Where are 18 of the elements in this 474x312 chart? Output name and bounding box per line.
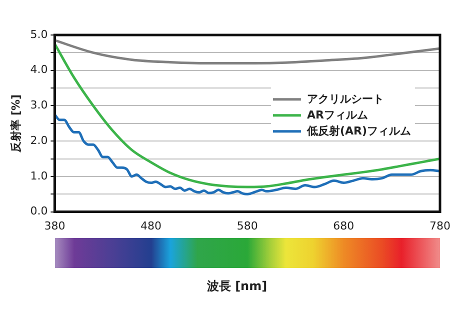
y-tick-label: 5.0: [30, 28, 48, 41]
line-series: [54, 39, 440, 65]
x-tick-label: 580: [236, 219, 258, 232]
x-tick-label: 480: [140, 219, 162, 232]
legend-label: ARフィルム: [306, 108, 368, 122]
y-tick-label: 4.0: [30, 63, 48, 76]
y-tick-label: 1.0: [30, 169, 48, 182]
legend-label: アクリルシート: [306, 92, 384, 106]
line-series: [54, 42, 440, 188]
y-axis-title: 反射率 [%]: [9, 94, 22, 154]
legend-label: 低反射(AR)フィルム: [306, 124, 412, 138]
x-tick-label: 680: [333, 219, 354, 232]
y-tick-label: 3.0: [30, 98, 48, 112]
y-tick-label: 0.0: [30, 204, 48, 218]
x-tick-label: 380: [44, 219, 66, 232]
y-tick-label: 2.0: [30, 134, 48, 147]
x-axis-title: 波長 [nm]: [206, 278, 268, 295]
x-tick-label: 780: [430, 219, 450, 232]
